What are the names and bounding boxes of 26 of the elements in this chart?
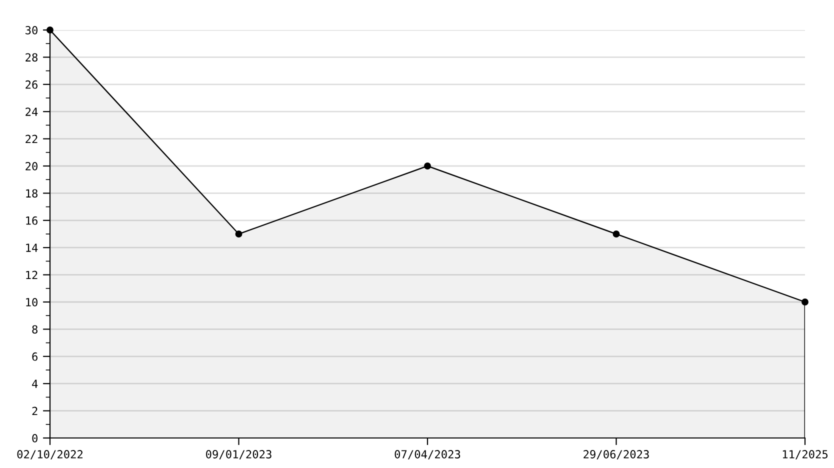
point [235,230,242,238]
y-tick-label: 20 [26,162,38,170]
y-tick-label: 2 [32,406,38,416]
x-tick-label: 11/2025 [782,450,828,460]
y-tick-label: 4 [32,380,38,388]
point [46,26,54,34]
x-tick-label: 07/04/2023 [394,450,460,460]
x-tick-label: 09/01/2023 [206,450,272,460]
y-tick-label: 24 [26,108,38,116]
y-tick-label: 8 [32,325,38,334]
y-tick-label: 6 [32,352,38,361]
point [424,162,431,170]
x-tick-label: 02/10/2022 [17,450,83,460]
y-tick-label: 22 [26,134,38,144]
y-tick-label: 28 [26,53,38,62]
y-tick-label: 18 [26,189,38,198]
y-tick-label: 16 [26,216,38,225]
x-tick-label: 29/06/2023 [584,450,649,460]
point [612,230,620,238]
y-tick-label: 26 [26,80,38,89]
y-tick-label: 14 [26,244,38,252]
y-tick-label: 12 [26,270,38,280]
y-tick-label: 0 [32,434,38,442]
y-tick-label: 30 [26,26,38,34]
y-tick-label: 10 [26,298,38,306]
point [802,298,808,306]
